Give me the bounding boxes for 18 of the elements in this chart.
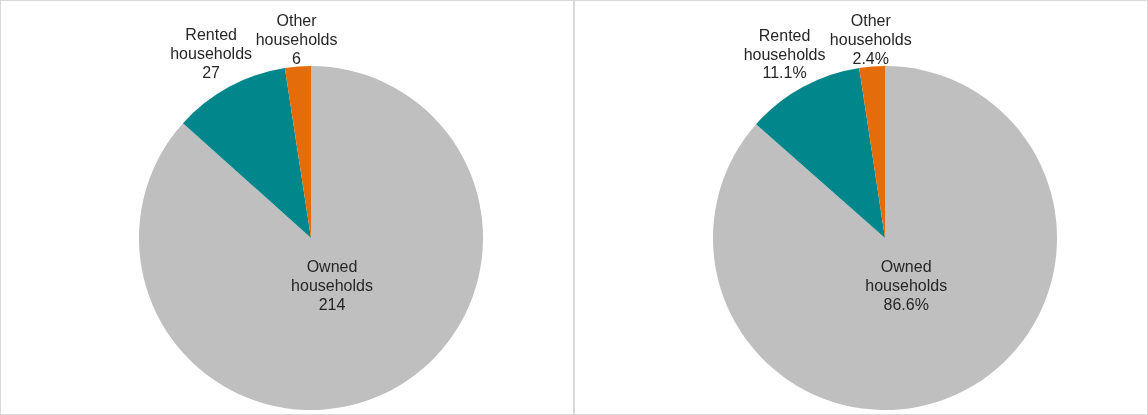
pie-slice <box>284 66 311 238</box>
pie-slice <box>756 67 885 238</box>
slice-label: Other households <box>255 11 338 48</box>
pie-slice <box>182 68 311 238</box>
data-label: 2.4% <box>852 49 889 67</box>
data-label: 214 <box>318 295 346 313</box>
slice-label: Owned households <box>291 257 373 294</box>
pie-slice <box>859 66 885 238</box>
pie-slice <box>139 66 483 410</box>
slice-label: Other households <box>829 11 912 48</box>
slice-label: Rented households <box>743 26 826 63</box>
data-label: 11.1% <box>762 64 807 82</box>
data-label: 27 <box>202 63 221 81</box>
data-label: 6 <box>292 49 302 67</box>
slice-label: Rented households <box>170 25 253 62</box>
data-label: 86.6% <box>883 295 929 313</box>
slice-label: Owned households <box>865 257 948 294</box>
pie-slice <box>713 66 1057 410</box>
